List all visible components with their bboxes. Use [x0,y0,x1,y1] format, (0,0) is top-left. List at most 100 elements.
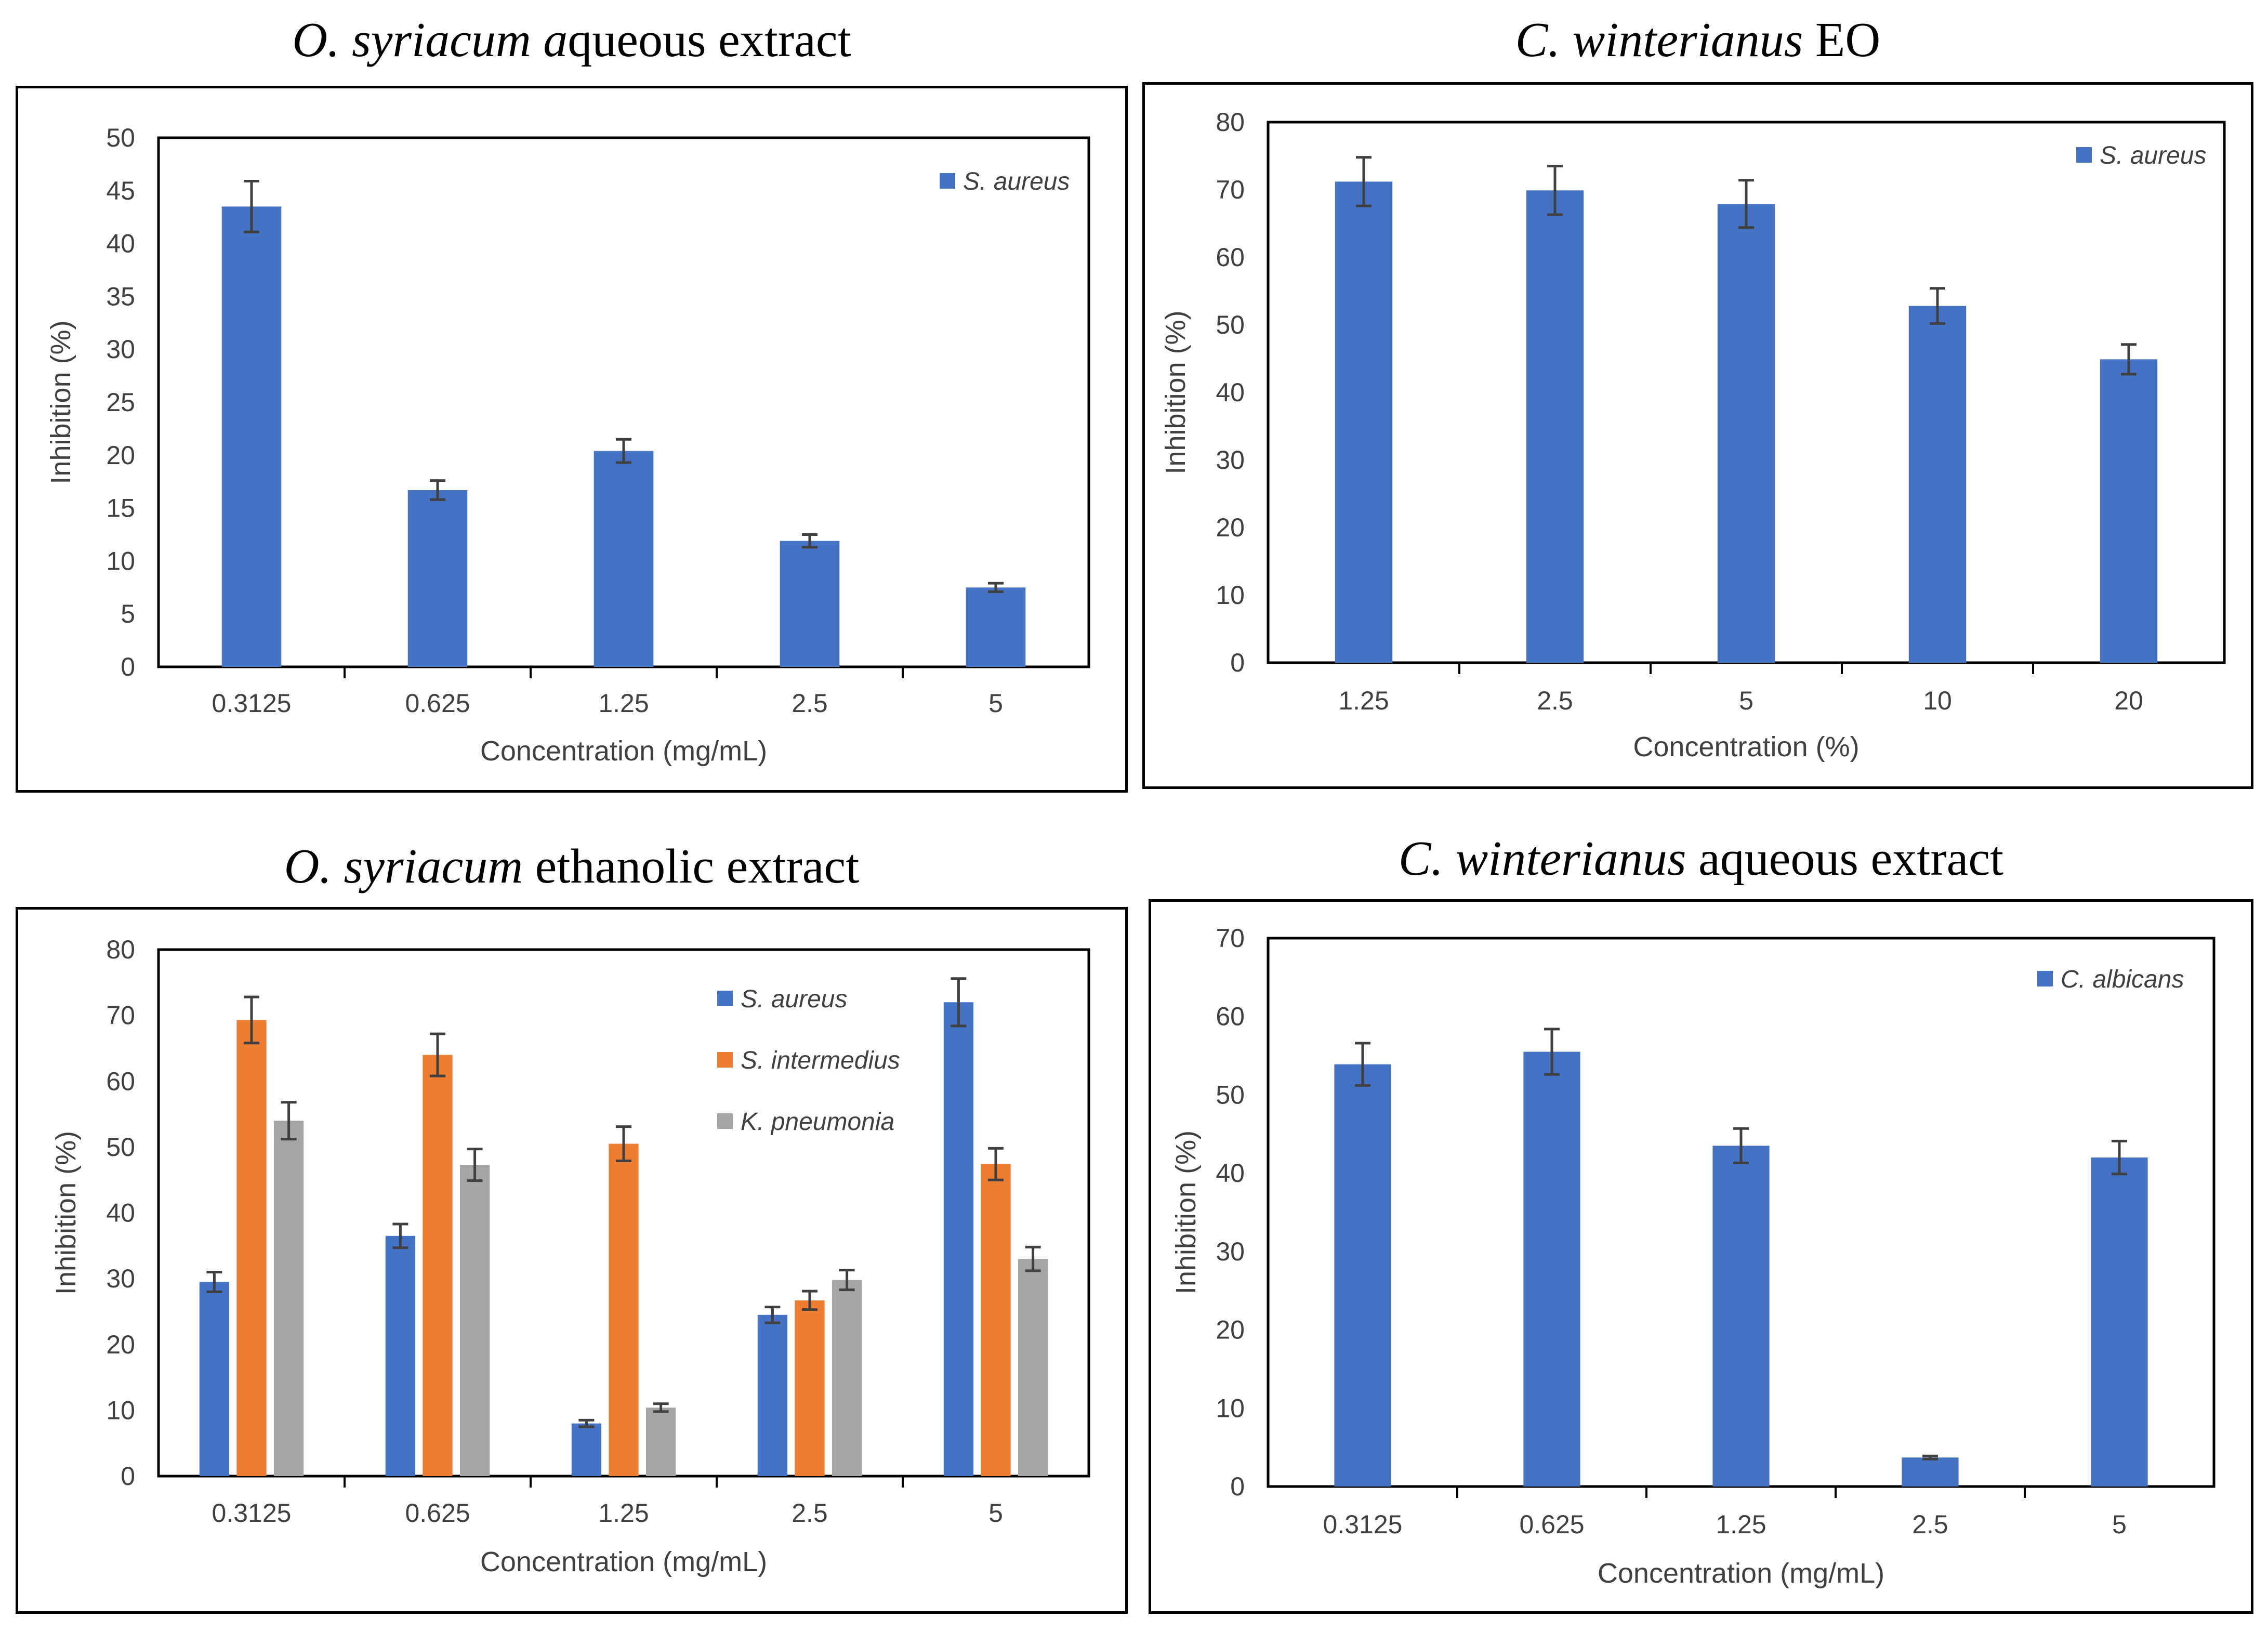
legend-swatch [940,173,955,189]
legend-label: S. aureus [741,985,847,1013]
bar [221,206,282,667]
y-axis-label: Inhibition (%) [1160,310,1191,474]
x-tick-label: 5 [1739,686,1753,715]
x-tick-label: 1.25 [1716,1510,1766,1539]
x-tick-label: 5 [2112,1510,2127,1539]
legend-label: S. aureus [2100,142,2206,169]
y-tick-label: 0 [121,652,135,681]
x-tick-label: 1.25 [598,1498,649,1528]
bar [780,541,840,667]
y-tick-label: 0 [1230,648,1245,677]
y-tick-label: 10 [106,546,135,575]
x-tick-label: 0.625 [405,1498,470,1528]
bar [795,1300,825,1476]
bar [423,1055,453,1476]
chart-title-italic: O. syriacum a [292,13,568,67]
legend-swatch [2037,971,2053,987]
bar [943,1002,974,1476]
x-tick-label: 0.3125 [212,1498,292,1528]
x-axis-label: Concentration (mg/mL) [1598,1558,1884,1589]
bar [645,1408,676,1476]
bar [1335,181,1393,663]
legend-swatch [717,1113,733,1129]
x-tick-label: 5 [988,689,1003,718]
bar [273,1121,304,1476]
y-tick-label: 0 [1230,1472,1245,1501]
y-tick-label: 60 [1216,243,1245,272]
legend-label: S. aureus [963,168,1070,195]
bar [594,451,654,667]
chart-title-rest: aqueous extract [1686,832,2004,886]
y-tick-label: 50 [106,123,135,152]
bar [1902,1457,1959,1487]
y-tick-label: 70 [1216,175,1245,204]
chart-frame [16,86,1128,793]
legend-label: S. intermedius [741,1047,900,1074]
y-tick-label: 40 [1216,1159,1245,1188]
bar [1526,190,1584,663]
bar [832,1280,862,1476]
chart-title: O. syriacum ethanolic extract [16,842,1128,891]
x-tick-label: 20 [2114,686,2143,715]
y-tick-label: 5 [121,599,135,628]
y-tick-label: 35 [106,282,135,311]
y-tick-label: 80 [1216,108,1245,137]
y-axis-label: Inhibition (%) [1170,1130,1202,1294]
y-tick-label: 40 [1216,378,1245,407]
bar [407,490,468,667]
x-tick-label: 2.5 [792,1498,828,1528]
y-tick-label: 50 [106,1133,135,1162]
y-tick-label: 70 [106,1001,135,1030]
y-tick-label: 20 [106,1330,135,1359]
bar [2100,359,2158,663]
x-tick-label: 0.625 [405,689,470,718]
chart-title-rest: queous extract [568,13,851,67]
y-axis-label: Inhibition (%) [45,320,76,484]
bar [1717,204,1775,663]
y-tick-label: 30 [106,1264,135,1293]
y-tick-label: 50 [1216,1080,1245,1109]
legend-label: K. pneumonia [741,1108,894,1136]
legend-swatch [717,1052,733,1068]
y-tick-label: 30 [106,335,135,364]
bar [1523,1051,1580,1487]
y-tick-label: 15 [106,494,135,523]
x-tick-label: 0.3125 [212,689,292,718]
bar [1908,306,1967,663]
x-axis-label: Concentration (%) [1633,731,1859,762]
x-tick-label: 0.3125 [1323,1510,1403,1539]
y-tick-label: 10 [106,1396,135,1425]
bar [236,1020,267,1476]
x-tick-label: 1.25 [598,689,649,718]
y-tick-label: 40 [106,229,135,258]
bar [385,1235,416,1476]
y-axis-label: Inhibition (%) [50,1131,82,1295]
y-tick-label: 30 [1216,1237,1245,1266]
y-tick-label: 60 [1216,1002,1245,1031]
chart-frame [1142,82,2253,789]
y-tick-label: 40 [106,1199,135,1228]
chart-title: C. winterianus EO [1142,16,2253,64]
y-tick-label: 20 [1216,513,1245,542]
legend-swatch [2076,147,2092,163]
bar [1018,1259,1048,1476]
x-tick-label: 5 [988,1498,1003,1528]
y-tick-label: 10 [1216,1393,1245,1423]
legend-label: C. albicans [2061,966,2184,993]
bar [459,1165,490,1476]
legend-swatch [717,991,733,1006]
y-tick-label: 45 [106,176,135,205]
chart-title-italic: C. winterianus [1398,832,1686,886]
bar [2091,1158,2148,1487]
chart-title: C. winterianus aqueous extract [1149,834,2253,883]
bar [1712,1146,1770,1487]
bar [1334,1064,1391,1487]
chart-frame [16,907,1128,1614]
y-tick-label: 30 [1216,445,1245,475]
y-tick-label: 60 [106,1067,135,1096]
chart-title-rest: EO [1803,13,1881,67]
bar [757,1314,788,1476]
y-tick-label: 20 [106,441,135,470]
